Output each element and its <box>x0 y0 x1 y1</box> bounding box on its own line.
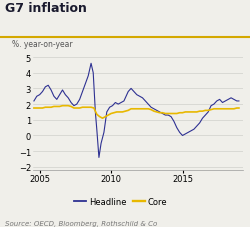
Core <box>101 117 104 120</box>
Headline <box>98 156 100 159</box>
Text: G7 inflation: G7 inflation <box>5 2 87 15</box>
Core <box>238 107 240 110</box>
Headline <box>32 100 35 103</box>
Core <box>224 108 227 111</box>
Line: Core: Core <box>34 106 239 119</box>
Core <box>81 106 84 109</box>
Core <box>107 114 110 117</box>
Line: Headline: Headline <box>34 64 239 158</box>
Headline <box>50 89 52 92</box>
Headline <box>207 111 210 114</box>
Core <box>215 108 218 111</box>
Core <box>210 109 212 111</box>
Headline <box>192 128 196 131</box>
Legend: Headline, Core: Headline, Core <box>70 194 171 210</box>
Headline <box>201 117 204 120</box>
Core <box>32 107 35 110</box>
Text: Source: OECD, Bloomberg, Rothschild & Co: Source: OECD, Bloomberg, Rothschild & Co <box>5 220 157 226</box>
Headline <box>221 102 224 104</box>
Headline <box>238 100 240 103</box>
Core <box>61 105 64 108</box>
Headline <box>90 63 92 65</box>
Headline <box>198 122 201 125</box>
Core <box>141 108 144 111</box>
Text: %. year-on-year: %. year-on-year <box>12 40 72 49</box>
